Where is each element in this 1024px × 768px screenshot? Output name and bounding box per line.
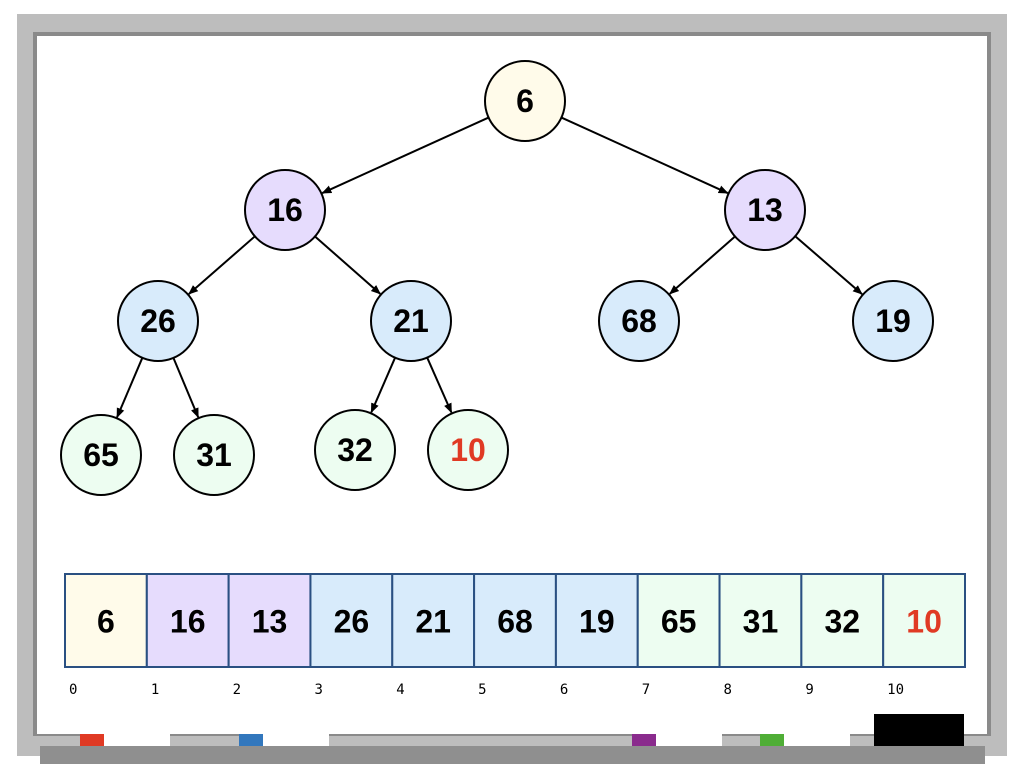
array-cell: 19 bbox=[554, 573, 639, 668]
tree-edge-arrow bbox=[794, 235, 863, 295]
tree-node: 16 bbox=[244, 169, 326, 251]
array-index-label: 7 bbox=[642, 682, 650, 698]
array-cell: 21 bbox=[391, 573, 476, 668]
tree-node-value: 21 bbox=[393, 303, 429, 339]
array-cell-value: 19 bbox=[579, 604, 615, 640]
array-cell: 26 bbox=[309, 573, 394, 668]
tree-node: 31 bbox=[173, 414, 255, 496]
tree-node-value: 68 bbox=[621, 303, 657, 339]
tree-node: 65 bbox=[60, 414, 142, 496]
marker[interactable] bbox=[80, 734, 170, 747]
tree-node-value: 13 bbox=[747, 192, 783, 228]
array-cell-value: 16 bbox=[170, 604, 206, 640]
eraser[interactable] bbox=[874, 714, 964, 746]
array-index-label: 9 bbox=[805, 682, 813, 698]
tree-node: 6 bbox=[484, 60, 566, 142]
tree-node: 13 bbox=[724, 169, 806, 251]
array-cell-value: 68 bbox=[497, 604, 533, 640]
tree-edge-arrow bbox=[669, 235, 736, 295]
tree-node: 26 bbox=[117, 280, 199, 362]
tree-edge-arrow bbox=[426, 357, 453, 414]
marker[interactable] bbox=[760, 734, 850, 747]
tree-node: 32 bbox=[314, 409, 396, 491]
tree-edge-arrow bbox=[561, 116, 729, 194]
tree-node-value: 32 bbox=[337, 432, 373, 468]
tree-edge-arrow bbox=[188, 235, 256, 295]
array-cell-value: 65 bbox=[661, 604, 697, 640]
tree-node: 21 bbox=[370, 280, 452, 362]
tree-node-value: 19 bbox=[875, 303, 911, 339]
array-cell-value: 32 bbox=[824, 604, 860, 640]
array-cell: 16 bbox=[145, 573, 230, 668]
array-cell: 32 bbox=[800, 573, 885, 668]
tree-node: 10 bbox=[427, 409, 509, 491]
array-index-label: 6 bbox=[560, 682, 568, 698]
array-cell-value: 13 bbox=[252, 604, 288, 640]
array-index-label: 10 bbox=[887, 682, 904, 698]
array-index-label: 2 bbox=[233, 682, 241, 698]
tree-node-value: 65 bbox=[83, 437, 119, 473]
array-cell: 31 bbox=[718, 573, 803, 668]
array-cell: 68 bbox=[473, 573, 557, 668]
array-cell-value: 21 bbox=[415, 604, 451, 640]
array-cell-value: 10 bbox=[906, 604, 942, 640]
marker[interactable] bbox=[632, 734, 722, 747]
array-cell: 10 bbox=[882, 573, 967, 668]
array-index-label: 1 bbox=[151, 682, 159, 698]
tree-edge-arrow bbox=[370, 357, 396, 414]
array-index-label: 3 bbox=[314, 682, 322, 698]
tree-edge-arrow bbox=[321, 116, 489, 194]
array-index-label: 0 bbox=[69, 682, 77, 698]
array-cell-value: 6 bbox=[97, 604, 115, 640]
tree-edge-arrow bbox=[172, 357, 200, 419]
array-cell: 13 bbox=[227, 573, 312, 668]
tree-node-value: 10 bbox=[450, 432, 486, 468]
tree-edge-arrow bbox=[314, 235, 381, 295]
tree-node: 19 bbox=[852, 280, 934, 362]
array-cell-value: 31 bbox=[743, 604, 779, 640]
marker[interactable] bbox=[239, 734, 329, 747]
array-index-label: 4 bbox=[396, 682, 404, 698]
tree-node-value: 16 bbox=[267, 192, 303, 228]
tree-node-value: 26 bbox=[140, 303, 176, 339]
marker-tray bbox=[40, 746, 985, 764]
array-cell: 65 bbox=[636, 573, 721, 668]
tree-node-value: 6 bbox=[516, 83, 534, 119]
array-cell-value: 26 bbox=[334, 604, 370, 640]
tree-edge-arrow bbox=[116, 357, 144, 419]
tree-node: 68 bbox=[598, 280, 680, 362]
array-cell: 6 bbox=[64, 573, 148, 668]
array-index-label: 5 bbox=[478, 682, 486, 698]
array-index-label: 8 bbox=[724, 682, 732, 698]
tree-node-value: 31 bbox=[196, 437, 232, 473]
